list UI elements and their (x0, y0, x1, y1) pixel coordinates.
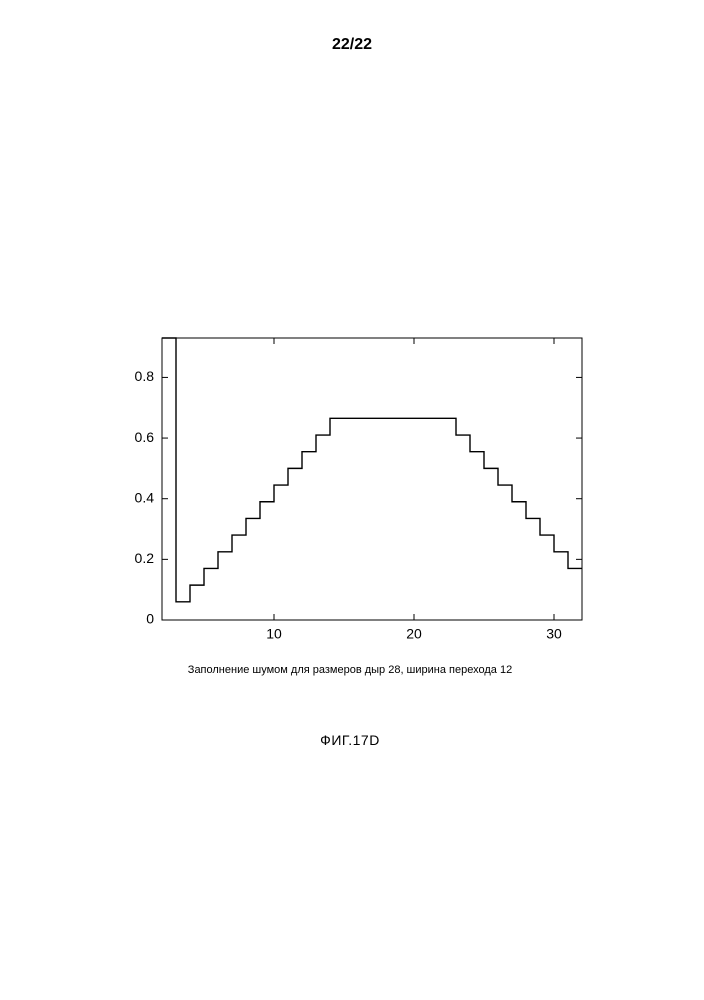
svg-text:30: 30 (546, 625, 562, 641)
figure-label: ФИГ.17D (110, 732, 590, 748)
svg-text:10: 10 (266, 625, 282, 641)
svg-text:0.6: 0.6 (135, 429, 155, 445)
page-number: 22/22 (0, 36, 704, 54)
step-chart: 0 0.2 0.4 0.6 0.8 10 20 30 (110, 330, 590, 650)
svg-text:0: 0 (146, 611, 154, 627)
svg-text:0.8: 0.8 (135, 368, 155, 384)
svg-text:0.2: 0.2 (135, 550, 155, 566)
chart-caption: Заполнение шумом для размеров дыр 28, ши… (110, 664, 590, 676)
figure-container: 0 0.2 0.4 0.6 0.8 10 20 30 Заполнение шумом для… (110, 330, 590, 748)
svg-text:0.4: 0.4 (135, 489, 155, 505)
svg-text:20: 20 (406, 625, 422, 641)
